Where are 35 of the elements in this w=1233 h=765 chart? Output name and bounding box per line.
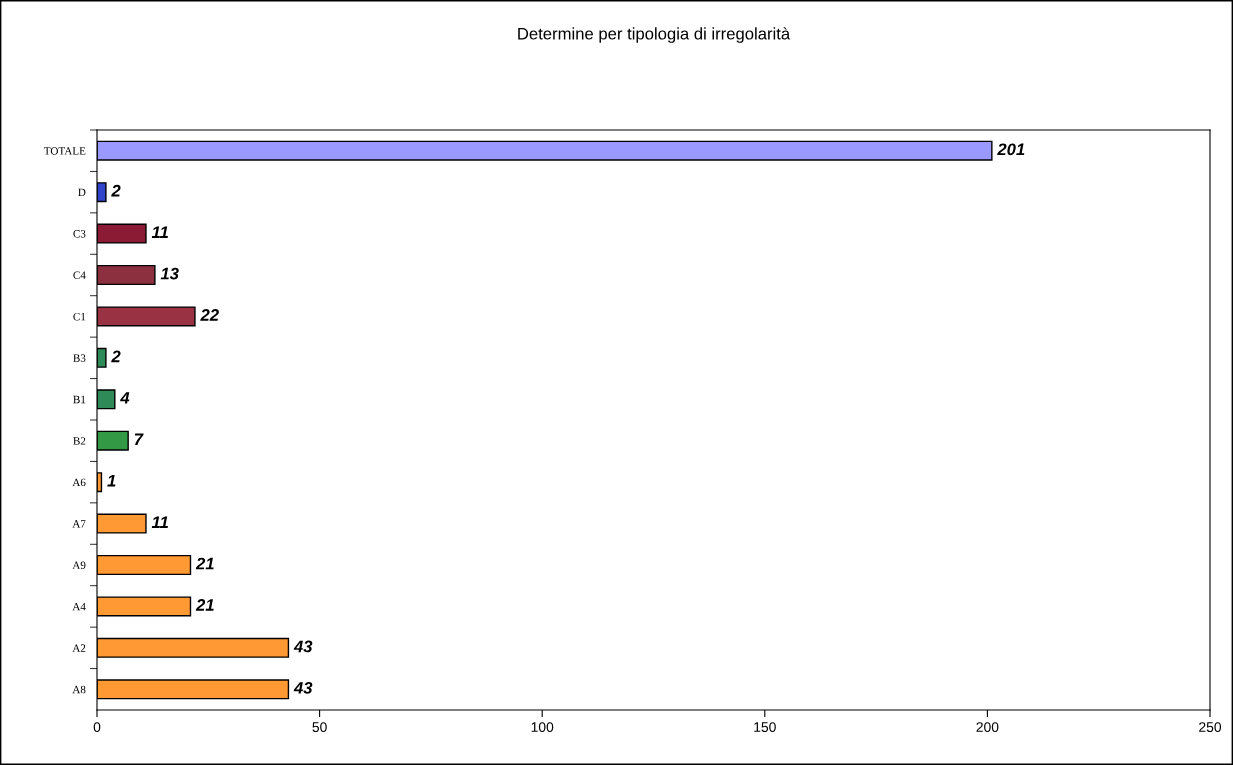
y-tick-label: C3 bbox=[73, 230, 86, 238]
data-label: 22 bbox=[200, 309, 219, 321]
y-tick-label: A7 bbox=[72, 520, 86, 528]
y-tick-label: A2 bbox=[72, 644, 86, 652]
data-label: 21 bbox=[195, 599, 214, 611]
data-label: 4 bbox=[120, 392, 130, 404]
y-tick-label: C1 bbox=[73, 312, 86, 321]
data-label: 2 bbox=[111, 184, 121, 197]
x-tick-label: 0 bbox=[93, 722, 101, 733]
y-tick-label: B2 bbox=[73, 437, 86, 445]
y-tick-label: B3 bbox=[73, 354, 86, 362]
y-tick-label: A8 bbox=[72, 685, 86, 694]
data-label: 43 bbox=[293, 681, 313, 694]
x-tick-label: 150 bbox=[754, 722, 776, 733]
data-label: 11 bbox=[151, 226, 168, 238]
data-label: 201 bbox=[997, 143, 1025, 156]
chart-title: Determine per tipologia di irregolarità bbox=[518, 27, 791, 43]
data-label: 43 bbox=[293, 640, 313, 653]
x-tick-label: 200 bbox=[976, 722, 999, 733]
data-label: 11 bbox=[151, 516, 168, 528]
y-tick-label: C4 bbox=[73, 271, 86, 279]
x-tick-label: 50 bbox=[312, 722, 327, 733]
data-label: 21 bbox=[195, 557, 214, 570]
data-label: 1 bbox=[107, 474, 116, 487]
x-tick-label: 250 bbox=[1199, 722, 1222, 733]
data-label: 7 bbox=[134, 433, 144, 446]
y-tick-label: TOTALE bbox=[43, 147, 86, 155]
y-tick-label: D bbox=[78, 188, 86, 197]
y-tick-label: A4 bbox=[72, 602, 86, 611]
y-tick-label: B1 bbox=[73, 395, 86, 404]
data-label: 13 bbox=[160, 267, 179, 280]
x-tick-label: 100 bbox=[531, 722, 554, 733]
data-label: 2 bbox=[111, 350, 121, 363]
y-tick-label: A9 bbox=[72, 561, 86, 569]
y-tick-label: A6 bbox=[72, 478, 86, 487]
